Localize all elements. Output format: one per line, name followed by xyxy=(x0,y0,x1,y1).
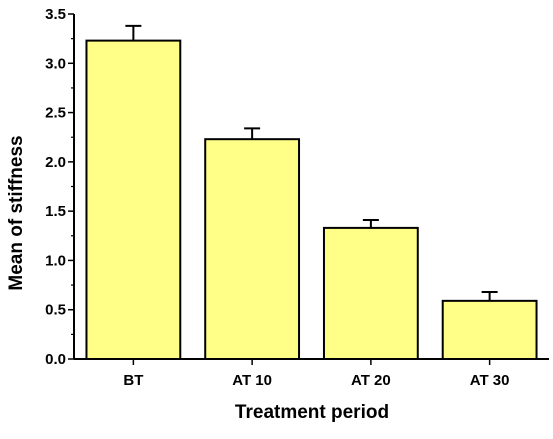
y-tick-label: 2.0 xyxy=(45,154,66,171)
y-tick-label: 1.5 xyxy=(45,203,66,220)
bar xyxy=(85,39,182,360)
y-tick-label: 2.5 xyxy=(45,105,66,122)
y-tick-label: 3.5 xyxy=(45,6,66,23)
bar xyxy=(441,299,538,361)
bar xyxy=(204,138,301,360)
plot-area: 0.0 0.5 1.0 1.5 2.0 2.5 3.0 3.5 BT AT 10 AT 20 AT 3… xyxy=(45,6,549,389)
x-tick-label: AT 20 xyxy=(351,372,391,389)
y-tick-label: 0.0 xyxy=(45,351,66,368)
y-axis-title: Mean of stiffness xyxy=(6,135,27,290)
y-tick-label: 1.0 xyxy=(45,252,66,269)
x-tick-label: AT 30 xyxy=(470,372,510,389)
y-tick-label: 3.0 xyxy=(45,55,66,72)
y-tick-label: 0.5 xyxy=(45,302,66,319)
bar xyxy=(322,226,419,360)
x-tick-label: BT xyxy=(123,372,143,389)
x-tick-label: AT 10 xyxy=(232,372,272,389)
x-axis-title: Treatment period xyxy=(235,402,389,423)
